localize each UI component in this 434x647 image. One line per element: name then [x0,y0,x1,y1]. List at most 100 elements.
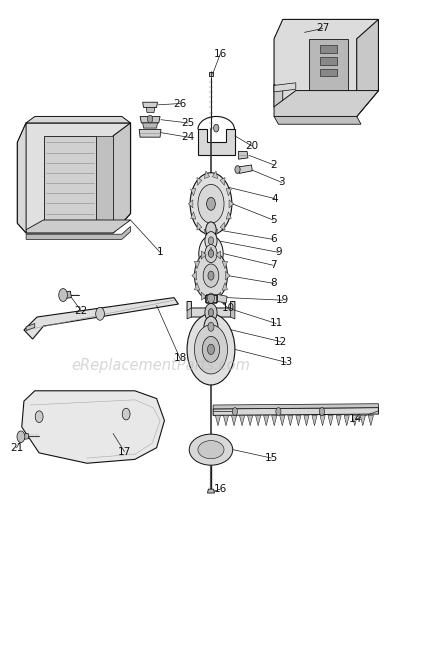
Circle shape [147,115,152,123]
Circle shape [232,408,237,415]
Text: 20: 20 [245,141,258,151]
Circle shape [59,289,67,302]
Ellipse shape [189,434,232,465]
Polygon shape [197,129,234,155]
Circle shape [205,222,216,237]
Polygon shape [43,136,95,220]
Polygon shape [142,123,157,128]
Polygon shape [208,72,213,76]
Polygon shape [343,415,349,426]
Polygon shape [142,102,157,107]
Circle shape [234,166,240,173]
Ellipse shape [197,441,224,459]
Polygon shape [17,123,130,233]
Polygon shape [220,223,224,230]
Text: 11: 11 [269,318,282,329]
Polygon shape [24,298,178,339]
Polygon shape [215,415,220,426]
Circle shape [319,408,324,415]
Polygon shape [212,229,217,237]
Polygon shape [247,415,252,426]
Polygon shape [113,123,130,233]
Text: 12: 12 [273,336,286,347]
Circle shape [187,314,234,385]
Polygon shape [190,188,195,196]
Polygon shape [352,415,357,426]
Polygon shape [212,171,217,179]
Polygon shape [201,251,206,259]
Text: 17: 17 [118,446,131,457]
Polygon shape [213,404,378,409]
Polygon shape [335,415,340,426]
Polygon shape [194,261,200,269]
Text: 18: 18 [173,353,186,364]
Text: 16: 16 [213,49,226,60]
Text: 15: 15 [264,453,277,463]
Text: 21: 21 [10,443,23,453]
Polygon shape [207,297,214,304]
Polygon shape [356,19,378,116]
Circle shape [203,264,218,287]
Circle shape [204,232,217,250]
Polygon shape [191,271,196,280]
Text: 2: 2 [270,160,277,170]
Polygon shape [17,123,26,233]
Polygon shape [238,165,252,173]
Polygon shape [226,188,231,196]
Circle shape [122,408,130,420]
Polygon shape [263,415,268,426]
Polygon shape [359,415,365,426]
Polygon shape [223,415,228,426]
Polygon shape [146,107,155,113]
Polygon shape [26,220,130,233]
Polygon shape [367,415,373,426]
Circle shape [206,197,215,210]
Polygon shape [26,116,130,123]
Polygon shape [26,226,130,239]
Circle shape [204,245,217,263]
Text: 19: 19 [276,295,289,305]
Polygon shape [201,179,220,186]
Polygon shape [279,415,284,426]
Text: 24: 24 [181,132,194,142]
Polygon shape [273,19,378,116]
Circle shape [204,316,217,337]
Polygon shape [221,261,227,269]
Polygon shape [220,177,224,185]
Polygon shape [187,302,234,317]
Polygon shape [319,57,336,65]
Circle shape [190,173,231,235]
Circle shape [207,322,214,331]
Polygon shape [255,415,260,426]
Text: 14: 14 [349,414,362,424]
Polygon shape [140,116,160,123]
Text: 13: 13 [279,357,292,367]
Text: 25: 25 [181,118,194,128]
Circle shape [208,250,213,258]
Polygon shape [319,69,336,76]
Polygon shape [327,415,332,426]
Polygon shape [273,116,360,124]
Polygon shape [190,212,195,219]
Polygon shape [303,415,309,426]
Circle shape [197,184,224,223]
Polygon shape [273,83,295,92]
Polygon shape [231,415,236,426]
Polygon shape [20,433,29,440]
Polygon shape [197,177,201,185]
Text: eReplacementParts.com: eReplacementParts.com [71,358,250,373]
Polygon shape [230,308,234,319]
Polygon shape [319,45,336,53]
Polygon shape [187,308,191,319]
Polygon shape [215,292,220,300]
Text: 4: 4 [271,193,278,204]
Polygon shape [221,283,227,291]
Circle shape [194,251,227,300]
Circle shape [17,431,25,443]
Polygon shape [201,292,206,300]
Polygon shape [213,408,378,415]
Text: 5: 5 [269,215,276,225]
Circle shape [213,124,218,132]
Circle shape [95,307,104,320]
Text: 9: 9 [274,247,281,258]
